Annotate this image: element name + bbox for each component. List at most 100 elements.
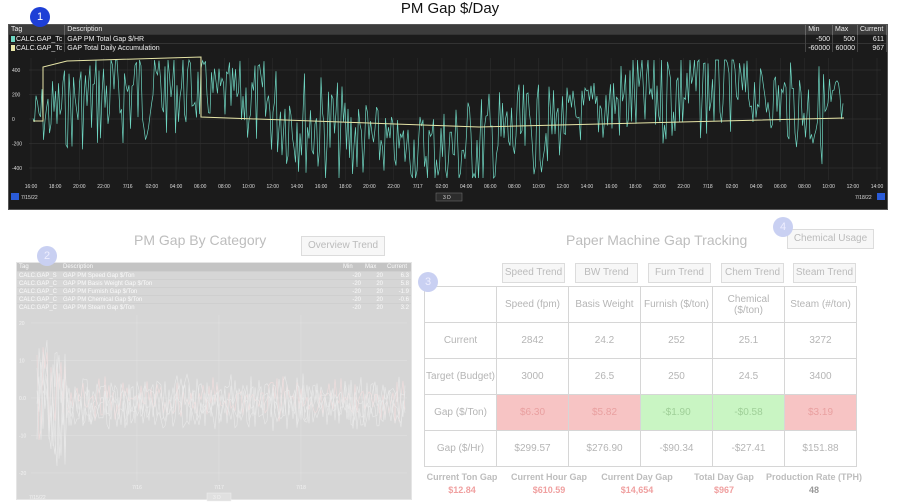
x-tick-label: 7/16 [123, 184, 133, 190]
table-row[interactable]: CALC.GAP_C GAP PM Basis Weight Gap $/Ton -… [17, 279, 411, 288]
value-cell: 24.5 [712, 358, 785, 395]
category-row-min: -20 [341, 279, 363, 288]
series-line-category-1 [36, 339, 406, 455]
trend1-row-min: -500 [805, 34, 833, 44]
table-row[interactable]: CALC.GAP_C GAP PM Chemical Gap $/Ton -20 20… [17, 295, 411, 304]
row-label: Gap ($/Hr) [424, 430, 497, 467]
table-row[interactable]: CALC.GAP_C GAP PM Steam Gap $/Ton -20 20 3.2 [17, 303, 411, 311]
series-line-category-5 [36, 352, 406, 467]
x-tick-label: 08:00 [508, 184, 521, 190]
category-row-max: 20 [363, 271, 385, 280]
trend1-row-tag: CALC.GAP_Tc [16, 35, 63, 43]
category-header-description: Description [61, 263, 341, 272]
summary-value: 48 [808, 485, 819, 495]
category-row-description: GAP PM Steam Gap $/Ton [61, 303, 341, 311]
x-tick-label: 14:00 [871, 184, 884, 190]
trend1-back-button[interactable] [11, 193, 19, 200]
table-row[interactable]: CALC.GAP_Tc GAP Total Daily Accumulation… [9, 43, 887, 52]
x-tick-label: 08:00 [798, 184, 811, 190]
x-tick-label: 20:00 [73, 184, 86, 190]
x-tick-label: 16:00 [605, 184, 618, 190]
trend1-range-selector[interactable] [435, 192, 463, 202]
x-tick-label: 7/18 [703, 184, 713, 190]
category-trend-panel[interactable]: Tag Description Min Max Current CALC.GAP… [16, 262, 412, 503]
trend1-forward-button[interactable] [877, 193, 885, 200]
value-cell: $5.82 [568, 394, 641, 431]
x-tick-label: 06:00 [774, 184, 787, 190]
trend1-header-max: Max [832, 25, 858, 35]
y-tick-label: 0.0 [19, 396, 26, 402]
summary-label: Current Ton Gap [426, 472, 498, 482]
bw-trend-button[interactable]: BW Trend [575, 263, 638, 283]
x-tick-label: 02:00 [436, 184, 449, 190]
category-row-max: 20 [363, 303, 385, 311]
trend1-row-min: -60000 [805, 43, 833, 52]
table-row[interactable]: CALC.GAP_S GAP PM Speed Gap $/Ton -20 20 6.3 [17, 271, 411, 280]
total-gap-trend-panel[interactable]: Tag Description Min Max Current CALC.GAP… [8, 24, 888, 210]
series-color-swatch [11, 35, 15, 42]
category-row-tag: CALC.GAP_C [17, 279, 61, 288]
category-row-description: GAP PM Basis Weight Gap $/Ton [61, 279, 341, 288]
summary-value: $967 [713, 485, 735, 495]
series-line-daily-accumulation [33, 56, 845, 128]
category-row-max: 20 [363, 279, 385, 288]
steam-trend-button[interactable]: Steam Trend [793, 263, 856, 283]
summary-current-day-gap: Current Day Gap $14,654 [592, 472, 682, 495]
value-cell: 25.1 [712, 322, 785, 359]
y-tick-label: -200 [12, 142, 22, 148]
x-tick-label: 18:00 [339, 184, 352, 190]
value-cell: $151.88 [784, 430, 857, 467]
category-row-current: -0.6 [385, 295, 411, 304]
x-tick-label: 22:00 [387, 184, 400, 190]
column-header: Furnish ($/ton) [640, 286, 713, 323]
x-tick-label: 10:00 [532, 184, 545, 190]
step-badge-1: 1 [30, 7, 50, 27]
value-cell: 252 [640, 322, 713, 359]
step-badge-2: 2 [37, 246, 57, 266]
overview-trend-button[interactable]: Overview Trend [301, 236, 385, 256]
chemical-usage-button[interactable]: Chemical Usage [787, 229, 874, 249]
trend1-row-current: 611 [857, 34, 887, 44]
table-row[interactable]: CALC.GAP_C GAP PM Furnish Gap $/Ton -20 20-… [17, 287, 411, 296]
category-row-max: 20 [363, 287, 385, 296]
category-range-selector[interactable] [206, 492, 232, 502]
value-cell: -$1.90 [640, 394, 713, 431]
y-tick-label: 20 [19, 321, 25, 327]
category-tag-table: Tag Description Min Max Current CALC.GAP… [17, 263, 411, 311]
category-row-current: 5.8 [385, 279, 411, 288]
chem-trend-button[interactable]: Chem Trend [721, 263, 784, 283]
step-badge-4: 4 [773, 217, 793, 237]
trend1-row-description: GAP Total Daily Accumulation [64, 43, 807, 52]
category-row-current: -1.9 [385, 287, 411, 296]
category-header-max: Max [363, 263, 385, 272]
trend1-row-max: 500 [832, 34, 858, 44]
x-tick-label: 12:00 [266, 184, 279, 190]
category-row-current: 6.3 [385, 271, 411, 280]
trend1-header-description: Description [64, 25, 807, 35]
x-tick-label: 04:00 [750, 184, 763, 190]
summary-total-day-gap: Total Day Gap $967 [682, 472, 766, 495]
speed-trend-button[interactable]: Speed Trend [502, 263, 565, 283]
x-tick-label: 7/18 [296, 485, 306, 491]
furn-trend-button[interactable]: Furn Trend [648, 263, 711, 283]
value-cell: -$27.41 [712, 430, 785, 467]
step-badge-3: 3 [418, 272, 438, 292]
column-header: Steam (#/ton) [784, 286, 857, 323]
category-row-description: GAP PM Speed Gap $/Ton [61, 271, 341, 280]
y-tick-label: 0 [12, 117, 15, 123]
row-label: Current [424, 322, 497, 359]
value-cell: 26.5 [568, 358, 641, 395]
trend1-range-label: 3 D [443, 195, 451, 201]
x-tick-label: 10:00 [822, 184, 835, 190]
category-row-min: -20 [341, 303, 363, 311]
total-gap-trend-plot[interactable]: 400 200 0 -200 -400 16:00 18:00 20:00 22:00 7/16… [9, 52, 887, 202]
category-trend-plot[interactable]: 20 10 0.0 -10 -20 7/16 7/17 7/18 7/15/22 3 D [17, 311, 411, 503]
table-row[interactable]: CALC.GAP_Tc GAP PM Total Gap $/HR -500 5… [9, 34, 887, 44]
summary-label: Total Day Gap [694, 472, 754, 482]
y-tick-label: 10 [19, 359, 25, 365]
x-tick-label: 12:00 [847, 184, 860, 190]
summary-production-rate: Production Rate (TPH) 48 [764, 472, 864, 495]
category-start-date: 7/15/22 [29, 495, 46, 501]
x-tick-label: 7/17 [214, 485, 224, 491]
series-line-total-gap [32, 58, 844, 179]
